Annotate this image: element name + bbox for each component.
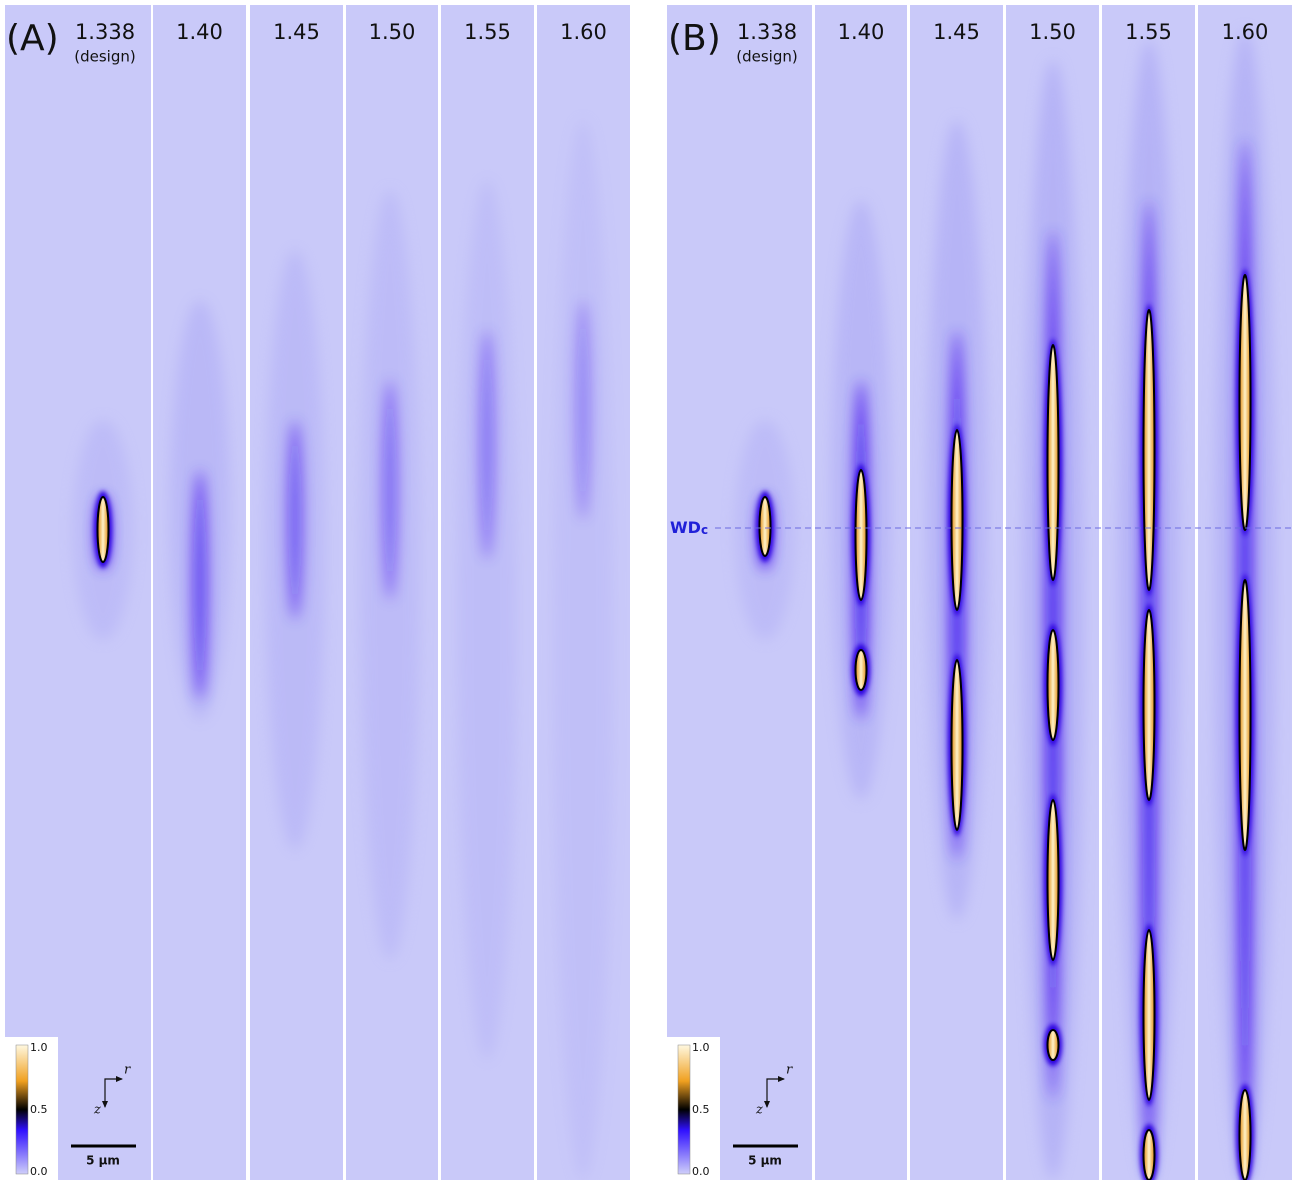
focus-spot <box>1046 344 1060 581</box>
intensity-map <box>73 420 133 640</box>
focus-spot <box>1142 309 1156 591</box>
focus-spot <box>1238 579 1252 851</box>
axis-label-z: z <box>755 1103 763 1118</box>
marker-text: WD <box>670 518 701 537</box>
intensity-map <box>1215 30 1275 1180</box>
panel-label: (A) <box>6 18 59 59</box>
intensity-map <box>265 250 325 850</box>
column-label: 1.338 <box>737 20 797 44</box>
axis-label-r: r <box>786 1063 793 1078</box>
column-label: 1.40 <box>176 20 223 44</box>
focus-spot <box>1046 629 1060 741</box>
column-label: 1.50 <box>369 20 416 44</box>
intensity-map <box>360 190 420 960</box>
focus-spot <box>1046 1029 1060 1061</box>
column-label: 1.338 <box>75 20 135 44</box>
column <box>667 5 812 1180</box>
column-note: (design) <box>736 48 797 66</box>
focus-spot <box>96 496 110 563</box>
panel-label: (B) <box>668 18 721 59</box>
field-haze <box>383 380 397 600</box>
axis-label-r: r <box>124 1063 131 1078</box>
column-background <box>667 5 812 1180</box>
field-haze <box>553 120 613 1180</box>
arrow-head <box>764 1076 785 1108</box>
column-label: 1.55 <box>464 20 511 44</box>
focus-spot <box>1046 799 1060 961</box>
colorbar-tick-label: 0.0 <box>30 1165 48 1178</box>
colorbar-tick-label: 1.0 <box>692 1041 710 1054</box>
column-label: 1.45 <box>933 20 980 44</box>
focus-spot <box>1142 929 1156 1101</box>
intensity-map <box>170 300 230 720</box>
column <box>910 5 1003 1180</box>
field-haze <box>288 420 302 620</box>
intensity-map <box>457 180 517 1060</box>
intensity-map <box>735 420 795 640</box>
colorbar <box>677 1044 691 1175</box>
intensity-map <box>1023 60 1083 1180</box>
focus-spot <box>854 649 868 691</box>
focus-spot <box>854 469 868 601</box>
column-label: 1.40 <box>838 20 885 44</box>
column <box>537 5 630 1180</box>
column-label: 1.50 <box>1029 20 1076 44</box>
field-haze <box>480 330 494 560</box>
focus-spot <box>758 496 772 557</box>
colorbar <box>15 1044 29 1175</box>
column <box>815 5 907 1180</box>
field-haze <box>457 180 517 1060</box>
column <box>441 5 534 1180</box>
colorbar-tick-label: 1.0 <box>30 1041 48 1054</box>
field-haze <box>193 470 207 700</box>
column <box>250 5 343 1180</box>
colorbar-box <box>667 1037 720 1180</box>
intensity-map <box>553 120 613 1180</box>
focus-spot <box>1238 1089 1252 1180</box>
marker-label: WDc <box>670 518 708 537</box>
column-label: 1.45 <box>273 20 320 44</box>
scale-bar-label: 5 µm <box>86 1154 120 1168</box>
scale-bar-label: 5 µm <box>748 1154 782 1168</box>
focus-spot <box>1238 274 1252 531</box>
column <box>153 5 246 1180</box>
focus-spot <box>1142 609 1156 801</box>
colorbar-box <box>5 1037 58 1180</box>
intensity-map <box>927 120 987 920</box>
column <box>1102 5 1195 1180</box>
colorbar-tick-label: 0.5 <box>692 1103 710 1116</box>
focus-spot <box>950 429 964 611</box>
focus-spot <box>1142 1129 1156 1180</box>
axis-label-z: z <box>93 1103 101 1118</box>
column <box>1006 5 1099 1180</box>
column-note: (design) <box>74 48 135 66</box>
intensity-map <box>1119 40 1179 1180</box>
marker-subscript: c <box>701 523 708 537</box>
colorbar-tick-label: 0.0 <box>692 1165 710 1178</box>
focus-spot <box>950 659 964 831</box>
panel: 1.338 (design) 1.40 1.45 1.50 1.55 1.60 (B) 1.0 0… <box>667 5 1292 1180</box>
column-label: 1.60 <box>560 20 607 44</box>
field-haze <box>576 300 590 520</box>
column-background <box>5 5 151 1180</box>
panel: 1.338 (design) 1.40 1.45 1.50 1.55 1.60 (A) 1.0 0… <box>5 5 630 1180</box>
arrow-head <box>102 1076 123 1108</box>
colorbar-tick-label: 0.5 <box>30 1103 48 1116</box>
column-label: 1.60 <box>1222 20 1269 44</box>
column-label: 1.55 <box>1125 20 1172 44</box>
column <box>1198 5 1292 1180</box>
intensity-map <box>831 200 891 800</box>
column <box>346 5 438 1180</box>
column <box>5 5 151 1180</box>
